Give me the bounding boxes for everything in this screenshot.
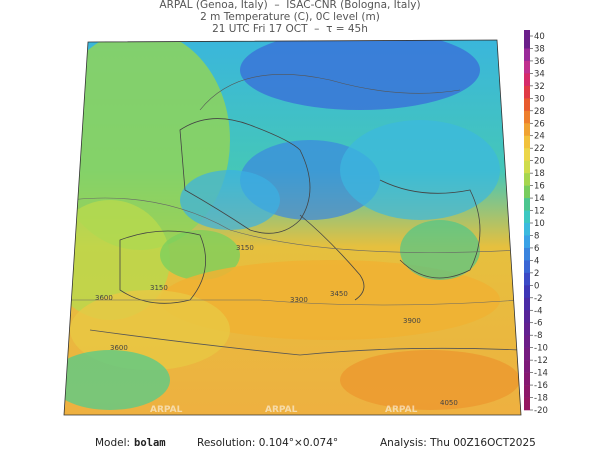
colorbar-label: 32 [534,82,545,92]
colorbar-segment [524,247,530,261]
colorbar: 4038363432302826242220181614121086420-2-… [524,30,548,416]
watermark: ARPAL [150,405,183,415]
contour-label: 3600 [95,294,113,302]
colorbar-label: 20 [534,157,545,167]
colorbar-label: -18 [534,394,548,404]
colorbar-segment [524,98,530,112]
colorbar-segment [524,297,530,311]
colorbar-segment [524,210,530,224]
colorbar-segment [524,148,530,161]
colorbar-label: 36 [534,57,545,67]
colorbar-cap [524,30,530,36]
colorbar-segment [524,272,530,286]
colorbar-segment [524,173,530,186]
header: ARPAL (Genoa, Italy) – ISAC-CNR (Bologna… [159,0,420,35]
colorbar-segment [524,73,530,87]
colorbar-label: 14 [534,194,545,204]
colorbar-label: -16 [534,381,548,391]
colorbar-segment [524,372,530,386]
colorbar-label: -2 [534,294,542,304]
colorbar-segment [524,123,530,137]
colorbar-segment [524,235,530,249]
colorbar-segment [524,335,530,348]
colorbar-segment [524,397,530,411]
colorbar-label: 4 [534,256,539,266]
title-line: ARPAL (Genoa, Italy) – ISAC-CNR (Bologna… [159,0,420,11]
colorbar-label: 10 [534,219,545,229]
colorbar-segment [524,310,530,324]
colorbar-label: 8 [534,231,539,241]
watermark: ARPAL [385,405,418,415]
colorbar-segment [524,347,530,361]
colorbar-segment [524,85,530,99]
colorbar-label: -14 [534,369,548,379]
colorbar-label: -4 [534,306,542,316]
contour-label: 3150 [150,284,168,292]
footer-label: Model: [95,437,130,449]
colorbar-label: -20 [534,406,548,416]
title-line: 2 m Temperature (C), 0C level (m) [200,11,380,23]
colorbar-label: 26 [534,119,545,129]
colorbar-label: 22 [534,144,545,154]
colorbar-label: 18 [534,169,545,179]
colorbar-segment [524,285,530,299]
map-field: 3150 3300 3450 3600 3900 4050 3150 3600 … [64,40,521,415]
colorbar-label: 38 [534,44,545,54]
colorbar-label: -8 [534,331,542,341]
contour-label: 3150 [236,244,254,252]
contour-label: 3600 [110,344,128,352]
colorbar-segment [524,48,530,62]
colorbar-segment [524,198,530,211]
colorbar-label: -6 [534,319,542,329]
colorbar-label: 6 [534,244,539,254]
colorbar-segment [524,60,530,74]
colorbar-label: 16 [534,182,545,192]
model-name: bolam [134,437,166,449]
map-border [63,39,522,416]
footer: Model: bolam Resolution: 0.104°×0.074° A… [95,437,536,449]
colorbar-label: 34 [534,69,545,79]
watermark: ARPAL [265,405,298,415]
colorbar-segment [524,360,530,373]
analysis: Analysis: Thu 00Z16OCT2025 [380,437,536,449]
contour-label: 3300 [290,296,308,304]
colorbar-label: 12 [534,207,545,217]
colorbar-label: 30 [534,94,545,104]
colorbar-label: 40 [534,32,545,42]
colorbar-segment [524,322,530,336]
colorbar-label: 24 [534,132,545,142]
colorbar-segment [524,260,530,274]
colorbar-segment [524,36,530,49]
colorbar-label: -10 [534,344,548,354]
colorbar-segment [524,135,530,149]
colorbar-segment [524,185,530,199]
colorbar-segment [524,385,530,398]
contour-label: 3900 [403,317,421,325]
title-line: 21 UTC Fri 17 OCT – τ = 45h [212,23,368,35]
colorbar-label: 28 [534,107,545,117]
colorbar-segment [524,110,530,124]
resolution: Resolution: 0.104°×0.074° [197,437,338,449]
colorbar-label: 2 [534,269,539,279]
contour-label: 3450 [330,290,348,298]
colorbar-label: 0 [534,281,539,291]
colorbar-segment [524,160,530,174]
contour-label: 4050 [440,399,458,407]
colorbar-label: -12 [534,356,548,366]
colorbar-segment [524,223,530,236]
